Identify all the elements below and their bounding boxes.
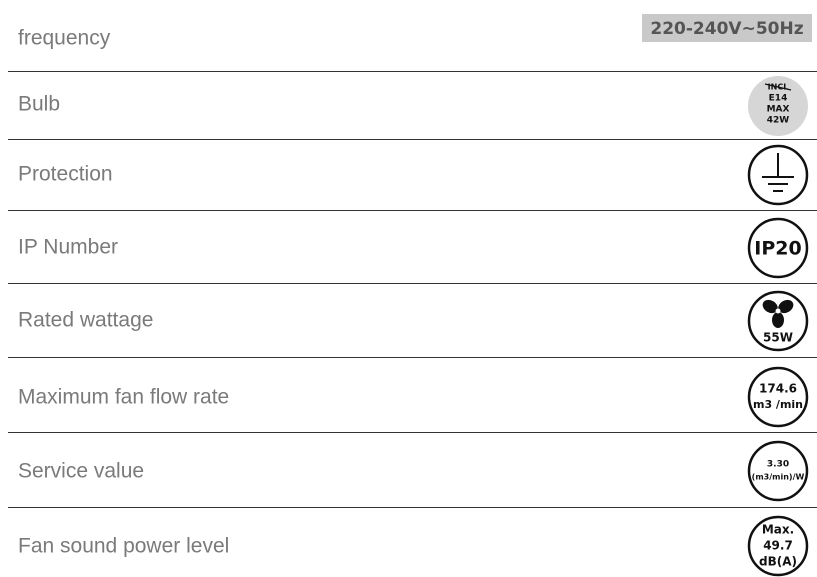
badge-text: 220-240V~50Hz [650,19,803,39]
bulb-icon: INCL E14 MAX 42W [748,76,808,136]
icon-text: 174.6 [759,382,797,396]
icon-text: m3 /min [753,398,803,411]
service-icon: 3.30 (m3/min)/W [747,440,809,502]
icon-ring [747,440,809,502]
ip-icon: IP20 [747,217,809,279]
row-label: Fan sound power level [18,535,229,558]
strike [764,83,792,91]
separators [8,71,817,508]
icon-text: 55W [763,331,793,345]
sound-icon: Max. 49.7 dB(A) [747,515,809,577]
icon-text: 3.30 [767,460,789,470]
icon-text: Max. [762,523,794,537]
icon-ring [747,366,809,428]
fan-blade [772,312,784,328]
fan-hub [775,308,781,314]
fan-icon: 55W [747,290,809,352]
frequency-badge: 220-240V~50Hz [642,14,812,42]
icon-text: (m3/min)/W [752,473,805,482]
row-label: Service value [18,460,144,483]
fan-blade [762,299,778,314]
icon-bg [748,76,808,136]
row-label: Maximum fan flow rate [18,386,229,409]
flow-icon: 174.6 m3 /min [747,366,809,428]
icon-text: 42W [767,116,790,126]
fan-blade [778,299,794,314]
icon-text: MAX [767,105,790,115]
icon-text: IP20 [754,238,801,260]
row-label: Rated wattage [18,309,153,332]
icon-ring [747,217,809,279]
row-label: frequency [18,27,111,50]
icon-text: 49.7 [763,539,793,553]
ground-icon [747,144,809,206]
badge-bg [642,14,812,42]
row-label: IP Number [18,236,118,259]
icon-ring [747,515,809,577]
row-label: Bulb [18,93,60,116]
icon-text: dB(A) [759,555,797,569]
row-label: Protection [18,163,113,186]
icon-text: E14 [769,94,788,104]
